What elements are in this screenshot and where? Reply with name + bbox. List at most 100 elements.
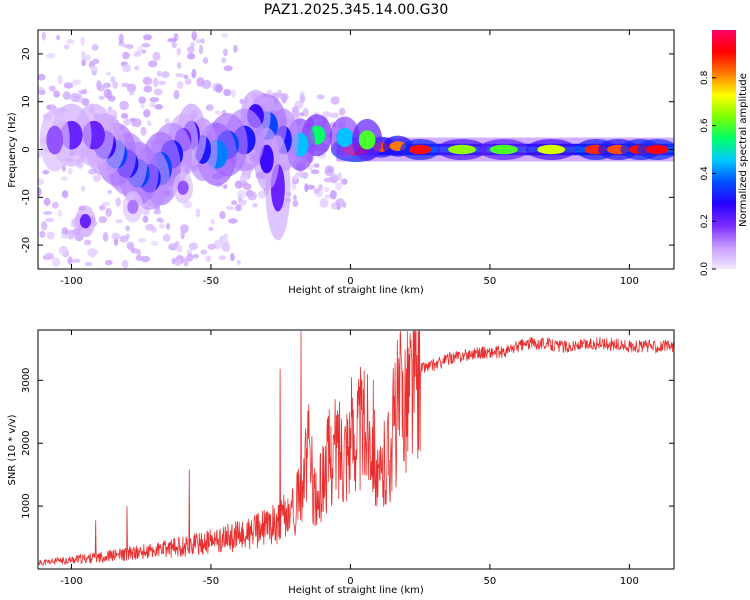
spectrogram-noise-cell — [219, 211, 226, 220]
spectrogram-noise-cell — [121, 112, 129, 119]
spectrogram-noise-cell — [316, 94, 325, 100]
spectrogram-x-label: Height of straight line (km) — [288, 285, 424, 296]
spectrogram-x-axis: -100 -50 0 50 100 — [60, 30, 639, 287]
spectrogram-noise-cell — [214, 83, 224, 93]
spectrogram-noise-cell — [149, 101, 156, 108]
y-tick-label: 0 — [21, 146, 32, 152]
spectrogram-noise-cell — [236, 259, 241, 265]
y-tick-label: -20 — [21, 237, 32, 253]
spectrogram-noise-cell — [210, 219, 215, 225]
spectrogram-blob — [646, 144, 669, 155]
spectrogram-noise-cell — [302, 171, 309, 180]
spectrogram-noise-cell — [341, 178, 348, 185]
spectrogram-blob — [46, 125, 64, 155]
spectrogram-noise-cell — [230, 89, 236, 98]
spectrogram-noise-cell — [313, 163, 320, 168]
spectrogram-noise-cell — [80, 36, 85, 46]
spectrogram-noise-cell — [292, 194, 297, 201]
snr-panel: -100 -50 0 50 100 1000 2000 3000 Height of str… — [7, 329, 675, 596]
spectrogram-noise-cell — [176, 244, 183, 253]
y-tick-label: 20 — [21, 48, 32, 61]
spectrogram-noise-cell — [313, 188, 321, 194]
spectrogram-noise-cell — [299, 112, 305, 117]
spectrogram-y-axis: -20 -10 0 10 20 — [21, 48, 674, 253]
y-tick-label: 2000 — [21, 430, 32, 455]
spectrogram-noise-cell — [40, 221, 48, 231]
spectrogram-noise-cell — [239, 174, 246, 183]
spectrogram-noise-cell — [165, 222, 171, 230]
spectrogram-noise-cell — [208, 226, 214, 231]
spectrogram-noise-cell — [119, 100, 130, 111]
spectrogram-noise-cell — [96, 80, 102, 90]
spectrogram-noise-cell — [184, 78, 192, 85]
snr-x-label: Height of straight line (km) — [288, 585, 424, 596]
spectrogram-noise-cell — [89, 66, 99, 72]
spectrogram-noise-cell — [99, 204, 106, 211]
spectrogram-noise-cell — [62, 91, 71, 100]
spectrogram-noise-cell — [319, 198, 329, 208]
spectrogram-noise-cell — [183, 74, 189, 80]
spectrogram-noise-cell — [141, 49, 147, 54]
x-tick-label: -50 — [203, 276, 219, 287]
spectrogram-noise-cell — [140, 255, 151, 263]
spectrogram-blob — [127, 199, 139, 215]
spectrogram-noise-cell — [338, 107, 346, 116]
spectrogram-noise-cell — [214, 110, 222, 115]
spectrogram-noise-cell — [43, 197, 51, 206]
spectrogram-noise-cell — [329, 173, 339, 184]
spectrogram-noise-cell — [98, 95, 105, 100]
spectrogram-blob — [448, 144, 476, 155]
spectrogram-noise-cell — [252, 202, 258, 208]
spectrogram-noise-cell — [191, 68, 197, 79]
spectrogram-noise-cell — [56, 34, 61, 41]
spectrogram-noise-cell — [121, 82, 130, 88]
spectrogram-noise-cell — [192, 253, 200, 259]
spectrogram-noise-cell — [221, 242, 231, 253]
spectrogram-noise-cell — [324, 165, 334, 173]
spectrogram-noise-cell — [67, 168, 73, 175]
spectrogram-noise-cell — [142, 207, 149, 216]
spectrogram-noise-cell — [236, 189, 247, 199]
spectrogram-noise-cell — [190, 41, 196, 48]
spectrogram-noise-cell — [46, 231, 55, 240]
spectrogram-noise-cell — [104, 259, 113, 266]
spectrogram-noise-cell — [67, 231, 75, 240]
spectrogram-noise-cell — [180, 224, 189, 234]
spectrogram-noise-cell — [110, 76, 116, 83]
spectrogram-noise-cell — [39, 230, 46, 238]
spectrogram-noise-cell — [63, 82, 74, 89]
spectrogram-noise-cell — [49, 87, 56, 92]
x-tick-label: -100 — [60, 276, 83, 287]
spectrogram-noise-cell — [102, 82, 112, 88]
spectrogram-noise-cell — [171, 41, 177, 49]
spectrogram-noise-cell — [122, 51, 130, 60]
spectrogram-noise-cell — [335, 182, 343, 191]
spectrogram-noise-cell — [125, 225, 130, 232]
spectrogram-noise-cell — [337, 172, 343, 181]
x-tick-label: 100 — [620, 576, 639, 587]
spectrogram-noise-cell — [143, 85, 153, 93]
spectrogram-noise-cell — [200, 38, 205, 44]
spectrogram-noise-cell — [102, 232, 109, 242]
spectrogram-noise-cell — [81, 98, 90, 106]
spectrogram-noise-cell — [143, 34, 152, 41]
spectrogram-noise-cell — [138, 237, 147, 243]
spectrogram-noise-cell — [135, 50, 141, 57]
x-tick-label: 100 — [620, 276, 639, 287]
spectrogram-noise-cell — [149, 97, 160, 103]
colorbar: 0.0 0.2 0.4 0.6 0.8 Normalized spectral ampl… — [700, 30, 749, 276]
spectrogram-noise-cell — [174, 260, 182, 267]
x-tick-label: -50 — [203, 576, 219, 587]
snr-y-axis: 1000 2000 3000 — [21, 368, 674, 519]
spectrogram-noise-cell — [167, 38, 177, 43]
spectrogram-noise-cell — [279, 93, 289, 101]
spectrogram-noise-cell — [195, 38, 202, 44]
spectrogram-blob — [537, 144, 566, 155]
spectrogram-noise-cell — [324, 194, 331, 199]
spectrogram-noise-cell — [71, 258, 81, 263]
spectrogram-noise-cell — [221, 32, 229, 38]
spectrogram-noise-cell — [186, 46, 195, 53]
spectrogram-noise-cell — [61, 190, 69, 199]
spectrogram-noise-cell — [42, 211, 53, 216]
